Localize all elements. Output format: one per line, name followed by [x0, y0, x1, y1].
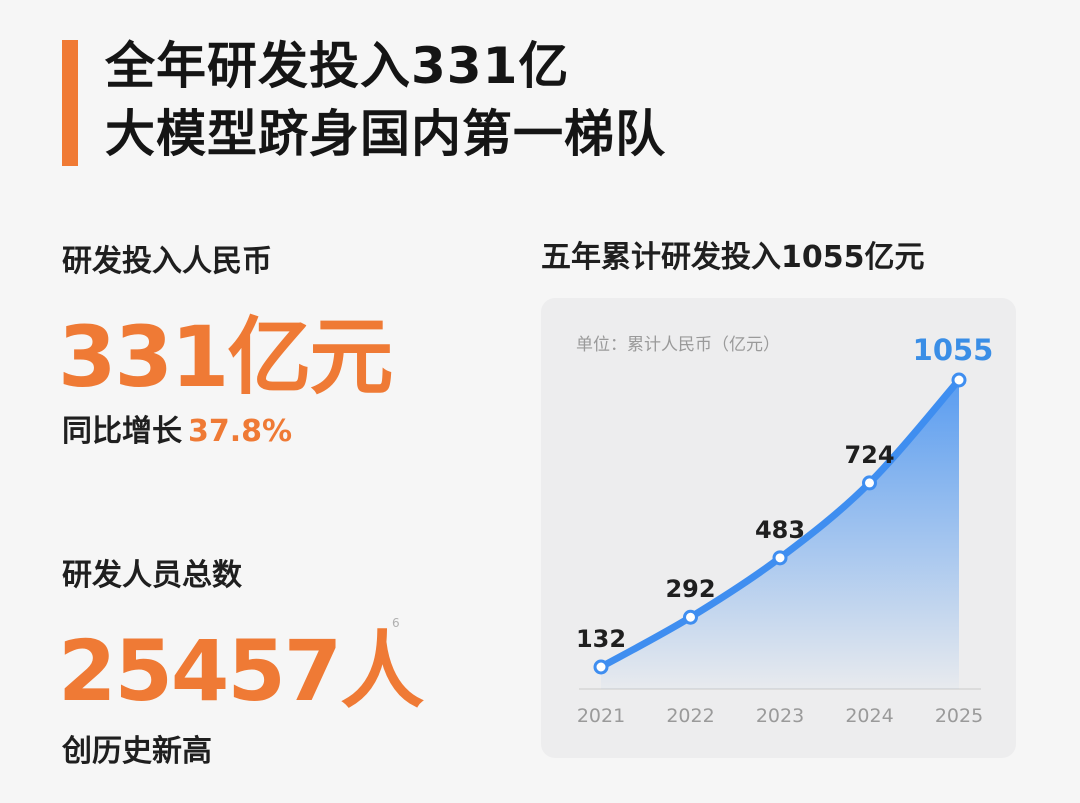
data-point-2024 — [862, 475, 877, 491]
x-tick-2024: 2024 — [845, 705, 893, 727]
growth-value: 37.8% — [188, 414, 293, 449]
headline: 全年研发投入331亿 大模型跻身国内第一梯队 — [105, 32, 666, 168]
x-tick-2022: 2022 — [666, 705, 714, 727]
data-point-2021 — [593, 659, 609, 675]
rd-staff-label: 研发人员总数 — [62, 558, 242, 593]
area-fill — [601, 380, 959, 689]
data-point-2023 — [772, 550, 788, 566]
value-label-2021: 132 — [576, 625, 626, 653]
growth-line: 同比增长 37.8% — [62, 406, 292, 450]
cumulative-rd-chart: 单位：累计人民币（亿元） 132 2021 292 2022 483 2023 724 202… — [576, 333, 994, 727]
chart-unit-label: 单位：累计人民币（亿元） — [576, 335, 780, 355]
rd-staff-value: 25457人 — [58, 622, 424, 720]
x-tick-2025: 2025 — [935, 705, 983, 727]
value-label-2024: 724 — [844, 441, 894, 469]
headline-line-2: 大模型跻身国内第一梯队 — [105, 105, 666, 163]
growth-label: 同比增长 — [62, 414, 182, 449]
value-label-2023: 483 — [755, 516, 805, 544]
value-label-2022: 292 — [665, 575, 715, 603]
headline-line-1: 全年研发投入331亿 — [105, 37, 570, 95]
footnote-mark: 6 — [392, 616, 400, 630]
rd-staff-note: 创历史新高 — [62, 734, 212, 769]
x-tick-2023: 2023 — [756, 705, 804, 727]
data-point-2025 — [951, 372, 967, 388]
x-tick-2021: 2021 — [577, 705, 625, 727]
chart-title: 五年累计研发投入1055亿元 — [541, 240, 925, 275]
rd-investment-value: 331亿元 — [58, 308, 393, 406]
value-label-2025: 1055 — [913, 333, 994, 367]
rd-investment-label: 研发投入人民币 — [62, 244, 272, 279]
title-accent-bar — [62, 40, 78, 166]
data-point-2022 — [683, 609, 698, 625]
